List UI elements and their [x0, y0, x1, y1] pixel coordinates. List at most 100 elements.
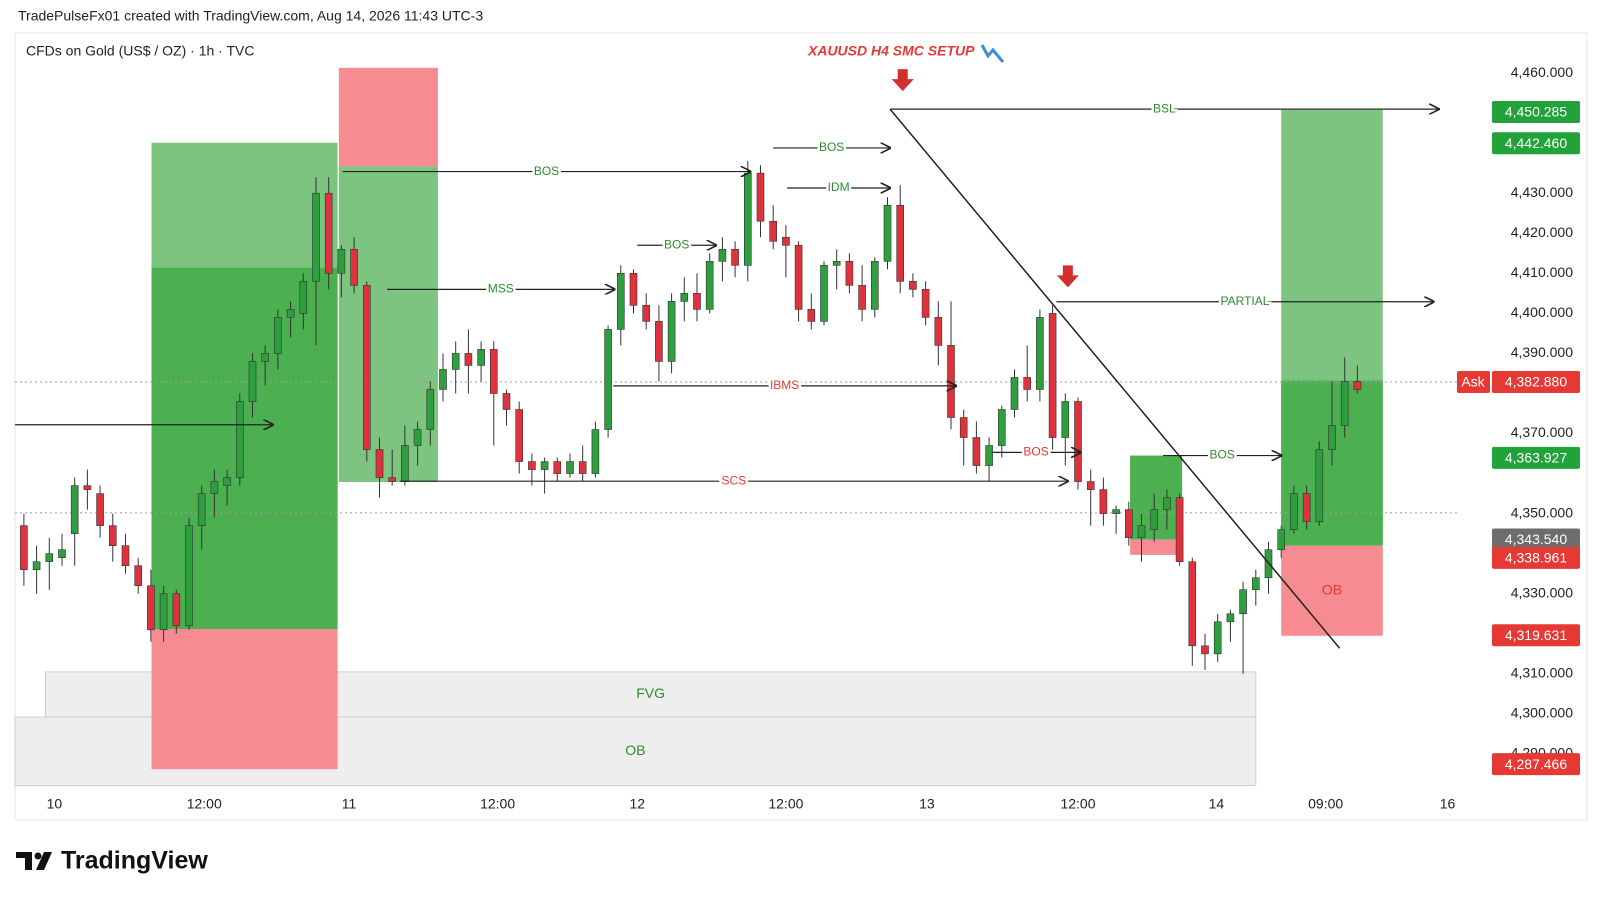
zone	[1130, 539, 1180, 555]
candle-body	[553, 461, 562, 474]
candle-body	[1290, 493, 1298, 530]
candle-body	[32, 561, 41, 571]
candle-body	[210, 481, 219, 494]
candle-body	[896, 204, 904, 282]
candle-body	[959, 417, 968, 438]
down-arrow	[1056, 265, 1079, 288]
x-tick-label: 10	[47, 796, 63, 812]
candle-body	[337, 248, 346, 274]
zone-label: OB	[1322, 581, 1342, 597]
candle-body	[578, 461, 587, 474]
annotation-label: MSS	[488, 282, 514, 296]
annotation-label: BSL	[1153, 101, 1176, 115]
candle-body	[566, 461, 574, 474]
candle-body	[1163, 497, 1171, 510]
candle-body	[96, 493, 104, 526]
candle-body	[299, 281, 308, 314]
annotation-label: BOS	[664, 237, 689, 251]
price-tag-label: 4,382.880	[1505, 374, 1567, 390]
x-tick-label: 11	[342, 796, 357, 812]
candle-body	[705, 261, 714, 310]
brand-logo	[16, 852, 52, 870]
price-tag-label: 4,338.961	[1505, 550, 1567, 566]
candle-body	[172, 593, 181, 627]
candle-body	[1188, 561, 1197, 647]
candle-body	[451, 353, 460, 370]
price-tag-label: 4,450.285	[1505, 104, 1567, 120]
title-icon	[980, 44, 1005, 63]
x-tick-label: 12:00	[768, 796, 803, 812]
candle-body	[731, 248, 739, 266]
candle-body	[909, 281, 917, 290]
candle-body	[108, 525, 117, 546]
annotation-label: IDM	[828, 180, 850, 194]
candle-body	[515, 409, 523, 462]
price-tag-label: 4,319.631	[1505, 627, 1567, 643]
zone	[338, 67, 438, 167]
candle-body	[807, 309, 816, 322]
candle-body	[604, 329, 612, 430]
annotation-label: IBMS	[770, 378, 799, 392]
symbol: CFDs on Gold (US$ / OZ) · 1h · TVC	[26, 43, 254, 59]
candle-body	[616, 273, 625, 330]
candle-body	[413, 429, 422, 446]
candle-body	[743, 172, 752, 266]
x-tick-label: 12:00	[480, 796, 515, 812]
y-tick-label: 4,420.000	[1511, 224, 1573, 240]
candle-body	[921, 289, 930, 318]
price-tag	[1492, 753, 1580, 776]
candle-body	[1150, 509, 1158, 530]
candle-body	[45, 553, 54, 563]
candle-body	[1175, 497, 1184, 563]
trend-line	[889, 108, 1341, 649]
candle-body	[147, 585, 155, 631]
x-tick-label: 09:00	[1308, 796, 1343, 812]
candle-body	[1112, 509, 1120, 514]
x-tick-label: 12:00	[187, 796, 222, 812]
y-tick-label: 4,460.000	[1511, 64, 1573, 80]
candle-body	[883, 204, 892, 262]
candle-body	[845, 261, 854, 286]
candle-body	[870, 261, 879, 310]
price-tag	[1492, 546, 1580, 569]
y-tick-label: 4,350.000	[1511, 504, 1573, 520]
candle-body	[121, 545, 130, 567]
candle-body	[591, 429, 600, 474]
candle-body	[1213, 621, 1222, 655]
candle-body	[655, 321, 663, 362]
y-tick-label: 4,300.000	[1511, 705, 1573, 721]
price-tag	[1492, 132, 1580, 155]
candle-body	[375, 449, 384, 478]
y-tick-label: 4,410.000	[1511, 264, 1573, 280]
candle-body	[693, 293, 701, 310]
y-tick-label: 4,390.000	[1511, 344, 1573, 360]
annotation-label: PARTIAL	[1221, 294, 1270, 308]
candle-body	[680, 293, 689, 302]
candle-body	[1099, 489, 1108, 514]
candle-body	[1010, 377, 1019, 410]
candle-body	[286, 309, 295, 318]
candle-body	[1086, 481, 1095, 490]
zone	[151, 267, 338, 629]
price-tag-label: 4,343.540	[1505, 531, 1567, 547]
candle-body	[388, 477, 396, 482]
candle-body	[1124, 509, 1133, 538]
candle-body	[70, 485, 79, 534]
x-tick-label: 13	[919, 796, 935, 812]
candle-body	[185, 525, 193, 627]
price-tag	[1492, 624, 1580, 647]
candle-body	[528, 461, 536, 470]
x-tick-label: 14	[1209, 796, 1225, 812]
candle-body	[1137, 525, 1146, 538]
candle-body	[1201, 645, 1209, 655]
price-tag-label: 4,287.466	[1505, 756, 1567, 772]
candle-body	[794, 244, 803, 310]
candle-body	[1023, 377, 1031, 390]
candle-body	[1036, 317, 1044, 390]
y-tick-label: 4,400.000	[1511, 304, 1573, 320]
price-tag-prefix: Ask	[1461, 374, 1485, 390]
x-tick-label: 12:00	[1060, 796, 1095, 812]
candle-body	[1048, 313, 1057, 438]
candle-body	[832, 261, 841, 266]
chart-frame	[14, 32, 1588, 821]
